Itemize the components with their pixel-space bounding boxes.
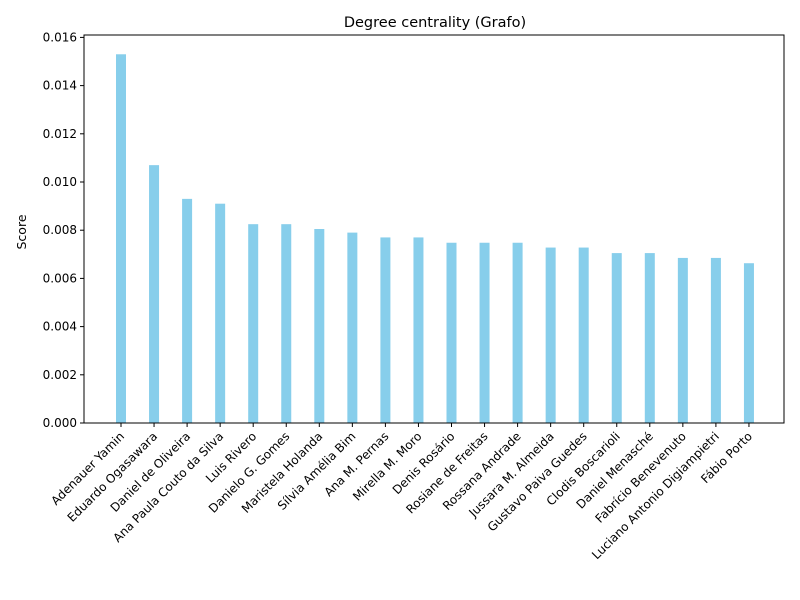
y-tick-label-7: 0.014 xyxy=(43,79,77,93)
bar-14 xyxy=(578,247,589,423)
bar-13 xyxy=(545,247,556,423)
bar-5 xyxy=(281,224,292,423)
bar-4 xyxy=(248,224,259,423)
y-tick-label-2: 0.004 xyxy=(43,320,77,334)
y-tick-label-3: 0.006 xyxy=(43,271,77,285)
plot-frame xyxy=(83,34,785,424)
bar-2 xyxy=(182,198,193,423)
bar-16 xyxy=(644,253,655,423)
bar-12 xyxy=(512,242,523,423)
bar-0 xyxy=(116,54,126,423)
bar-8 xyxy=(380,237,391,423)
y-tick-label-1: 0.002 xyxy=(43,368,77,382)
y-tick-label-6: 0.012 xyxy=(43,127,77,141)
bar-7 xyxy=(347,232,358,423)
bar-11 xyxy=(479,242,490,423)
bar-9 xyxy=(413,237,424,423)
bar-19 xyxy=(743,263,754,423)
y-axis: 0.000 0.002 0.004 0.006 0.008 0.010 0.012 0.014… xyxy=(43,30,84,430)
y-tick-label-0: 0.000 xyxy=(43,416,77,430)
y-tick-label-8: 0.016 xyxy=(43,30,77,44)
y-tick-label-4: 0.008 xyxy=(43,223,77,237)
bar-1 xyxy=(149,165,160,423)
y-axis-label: Score xyxy=(14,214,29,249)
bar-17 xyxy=(677,257,688,423)
bar-10 xyxy=(446,242,457,423)
bars-group xyxy=(116,54,754,423)
bar-6 xyxy=(314,229,325,423)
bar-3 xyxy=(215,203,226,423)
y-tick-label-5: 0.010 xyxy=(43,175,77,189)
bar-15 xyxy=(611,253,622,423)
chart-title: Degree centrality (Grafo) xyxy=(344,15,526,31)
bar-18 xyxy=(710,257,721,423)
